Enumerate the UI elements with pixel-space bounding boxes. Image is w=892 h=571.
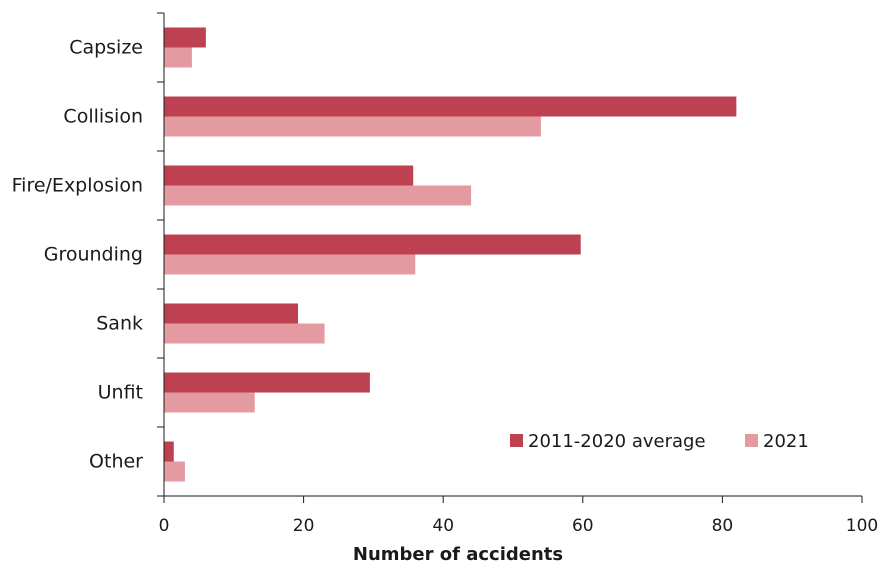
category-label-capsize: Capsize [69, 37, 143, 59]
bar-fire-explosion-2021 [164, 185, 472, 206]
bar-other-2021 [164, 461, 185, 482]
bar-unfit-2011-2020-average [164, 372, 370, 393]
category-label-unfit: Unfit [98, 382, 143, 404]
bar-unfit-2021 [164, 392, 255, 413]
x-tick-label: 80 [712, 516, 734, 536]
x-tick-label: 100 [846, 516, 878, 536]
bar-collision-2011-2020-average [164, 96, 737, 117]
legend-swatch-2021 [745, 434, 758, 447]
category-label-other: Other [89, 451, 143, 473]
x-tick-label: 40 [432, 516, 454, 536]
x-tick-label: 60 [572, 516, 594, 536]
x-tick-label: 20 [293, 516, 315, 536]
legend-swatch-average [510, 434, 523, 447]
bar-sank-2021 [164, 323, 325, 344]
bar-capsize-2011-2020-average [164, 27, 206, 48]
x-axis-title: Number of accidents [353, 544, 563, 565]
bars-group [164, 27, 737, 482]
legend-label-average: 2011-2020 average [528, 431, 706, 452]
legend-label-2021: 2021 [763, 431, 809, 452]
category-label-fire-explosion: Fire/Explosion [12, 175, 143, 197]
bar-capsize-2021 [164, 47, 192, 68]
category-labels: Capsize Collision Fire/Explosion Grounding S… [12, 37, 144, 473]
bar-grounding-2011-2020-average [164, 234, 581, 255]
x-axis-ticks: 0 20 40 60 80 100 [159, 496, 878, 536]
bar-other-2011-2020-average [164, 441, 174, 462]
y-axis-ticks [157, 12, 164, 497]
category-label-collision: Collision [63, 106, 143, 128]
bar-sank-2011-2020-average [164, 303, 299, 324]
legend: 2011-2020 average 2021 [510, 431, 809, 452]
bar-collision-2021 [164, 116, 541, 137]
bar-fire-explosion-2011-2020-average [164, 165, 414, 186]
category-label-sank: Sank [96, 313, 143, 335]
x-tick-label: 0 [159, 516, 170, 536]
bar-grounding-2021 [164, 254, 416, 275]
category-label-grounding: Grounding [44, 244, 143, 266]
